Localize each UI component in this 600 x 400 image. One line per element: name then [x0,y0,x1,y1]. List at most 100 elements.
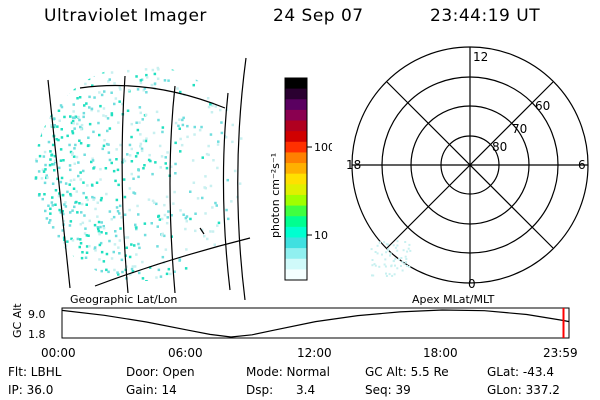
emission-dot [104,115,108,118]
polar-emission-dot [387,249,390,252]
emission-dot [157,68,160,71]
emission-dot [74,74,77,77]
emission-dot [189,190,192,193]
emission-dot [53,259,57,263]
info-gain: Gain: 14 [126,383,177,397]
emission-dot [44,168,47,171]
emission-dot [186,124,189,128]
emission-dot [87,234,90,237]
emission-dot [100,231,103,234]
emission-dot [71,151,74,155]
emission-dot [96,215,99,218]
emission-dot [82,181,85,184]
info-glat: GLat: -43.4 [487,365,554,379]
emission-dot [139,133,142,136]
emission-dot [105,268,108,272]
emission-dot [52,125,56,129]
emission-dot [157,118,160,122]
emission-dot [215,204,218,207]
emission-dot [45,176,48,180]
info-glon: GLon: 337.2 [487,383,560,397]
emission-dot [70,121,74,125]
emission-dot [110,161,113,165]
emission-dot [44,248,48,252]
polar-emission-dot [392,260,395,263]
emission-dot [126,236,130,239]
emission-dot [76,97,79,100]
emission-dot [155,110,159,114]
emission-dot [100,66,104,70]
emission-dot [92,196,96,200]
emission-dot [98,243,102,247]
emission-dot [107,143,110,146]
polar-emission-dot [385,243,388,246]
emission-dot [58,166,61,170]
emission-dot [98,91,101,94]
mlat-label-60: 60 [535,99,550,113]
emission-dot [79,171,82,174]
emission-dot [42,115,45,118]
emission-dot [135,75,138,78]
colorbar: 100 10 photon cm⁻²s⁻¹ [269,77,332,281]
emission-dot [157,215,160,218]
emission-dot [44,81,47,84]
emission-dot [137,213,140,216]
emission-dot [241,129,245,133]
emission-dot [141,260,144,264]
emission-dot [150,83,154,87]
colorbar-cell [285,88,307,100]
emission-dot [118,204,122,208]
emission-dot [233,78,236,82]
emission-dot [170,165,173,168]
emission-dot [53,239,56,242]
emission-dot [167,267,171,271]
polar-emission-dot [383,241,386,244]
emission-dot [71,153,74,156]
polar-emission-dot [401,269,404,272]
emission-dot [46,253,50,257]
emission-dot [200,125,203,129]
emission-dot [177,124,180,128]
emission-dot [58,208,61,212]
emission-dot [53,92,56,96]
emission-dot [178,66,181,69]
emission-dot [167,210,170,213]
emission-dot [148,266,152,269]
emission-dot [94,249,97,252]
emission-dot [66,134,69,138]
emission-dot [88,106,91,109]
emission-dot [42,170,46,173]
emission-dot [174,141,177,145]
info-door: Door: Open [126,365,195,379]
colorbar-gradient [285,78,307,281]
emission-dot [73,205,76,209]
emission-dot [83,153,86,156]
emission-dot [97,65,100,69]
emission-dot [226,67,230,70]
emission-dot [80,202,84,206]
emission-dot [104,167,108,170]
emission-dot [44,90,48,93]
emission-dot [74,115,78,118]
emission-dot [60,176,64,180]
emission-dot [153,72,157,76]
emission-dot [69,115,72,118]
emission-dot [66,240,69,243]
polar-emission-dot [383,263,386,266]
emission-dot [114,97,118,100]
colorbar-cell [285,226,307,238]
emission-dot [158,218,162,221]
polar-emission-dot [376,252,379,255]
emission-dot [174,66,177,69]
emission-dot [113,82,116,85]
colorbar-cell [285,141,307,153]
emission-dot [45,174,48,177]
emission-dot [130,172,133,176]
emission-dot [190,277,194,280]
emission-dot [92,198,95,201]
emission-dot [69,194,73,197]
emission-dot [128,187,132,190]
emission-dot [129,273,132,276]
polar-emission-dot [409,249,412,252]
emission-dot [40,93,44,96]
